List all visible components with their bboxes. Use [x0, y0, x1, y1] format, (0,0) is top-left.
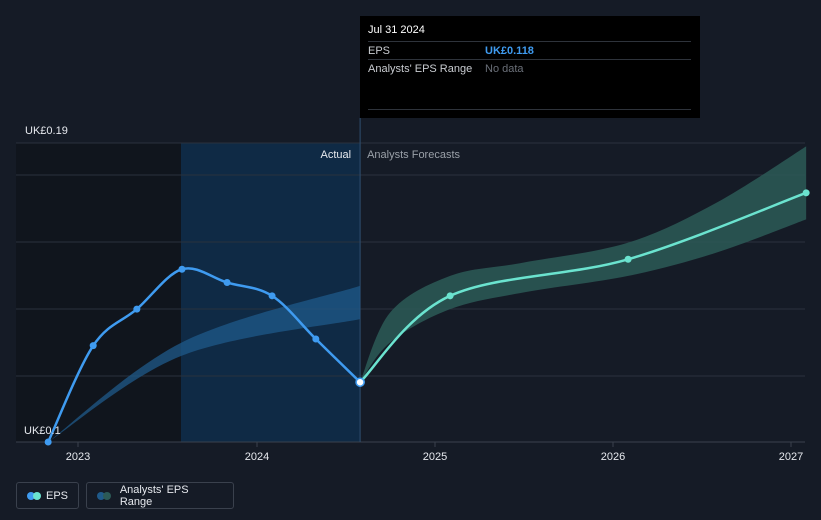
eps-swatch-icon [27, 491, 41, 500]
current-eps-marker [355, 377, 365, 387]
past-region [16, 143, 181, 442]
tooltip-eps-label: EPS [368, 45, 391, 57]
x-tick-label: 2024 [245, 451, 269, 463]
tooltip-range-row: Analysts' EPS Range No data [368, 59, 691, 79]
tooltip-eps-value: UK£0.118 [485, 45, 534, 57]
tooltip-divider [368, 109, 691, 110]
eps-point [178, 265, 186, 273]
x-tick-label: 2025 [423, 451, 447, 463]
y-bottom-label: UK£0.1 [24, 425, 61, 437]
legend-range-button[interactable]: Analysts' EPS Range [86, 482, 234, 509]
legend-range-label: Analysts' EPS Range [119, 483, 189, 508]
forecast-point [624, 255, 632, 263]
tooltip-eps-row: EPS UK£0.118 [368, 41, 691, 61]
range-swatch-icon [97, 491, 113, 500]
y-top-label: UK£0.19 [25, 125, 68, 137]
actual-region [181, 143, 361, 442]
eps-point [44, 438, 52, 446]
forecast-point [802, 189, 810, 197]
past-range-band [48, 285, 361, 442]
legend-eps-label: EPS [45, 489, 68, 502]
chart-tooltip: Jul 31 2024 EPS UK£0.118 Analysts' EPS R… [360, 16, 700, 118]
x-tick-label: 2027 [779, 451, 803, 463]
eps-point [89, 342, 97, 350]
eps-point [268, 292, 276, 300]
legend-eps-button[interactable]: EPS [16, 482, 79, 509]
forecast-point [446, 292, 454, 300]
tooltip-range-label: Analysts' EPS Range [368, 63, 473, 75]
x-tick-label: 2023 [66, 451, 90, 463]
eps-point [223, 279, 231, 287]
eps-forecast-line [359, 191, 807, 384]
tooltip-range-value: No data [485, 63, 524, 75]
tooltip-date: Jul 31 2024 [368, 24, 425, 36]
forecast-range-band [360, 146, 807, 383]
forecast-label: Analysts Forecasts [367, 149, 460, 161]
eps-point [312, 335, 320, 343]
actual-label: Actual [321, 149, 352, 161]
x-tick-label: 2026 [601, 451, 625, 463]
eps-point [133, 305, 141, 313]
